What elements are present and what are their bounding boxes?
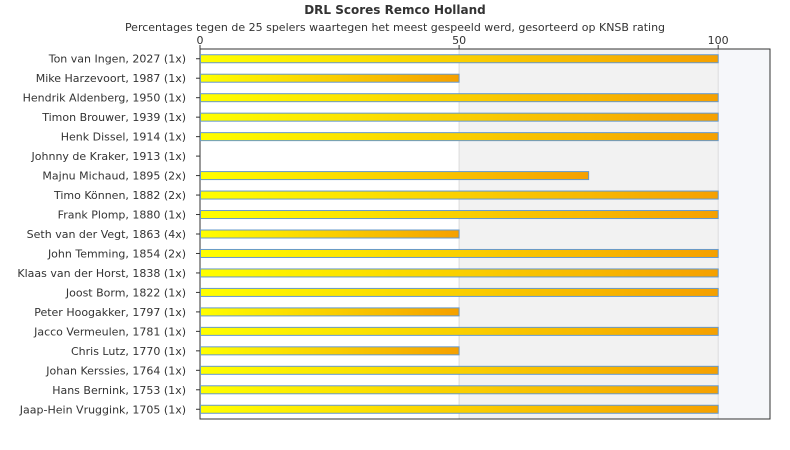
category-label: Jaap-Hein Vruggink, 1705 (1x) bbox=[19, 403, 186, 416]
x-tick-label: 100 bbox=[708, 34, 729, 47]
bar bbox=[200, 210, 719, 220]
x-axis: 0 50 100 bbox=[197, 34, 729, 49]
bar bbox=[200, 93, 719, 103]
bar bbox=[200, 73, 460, 83]
y-axis: Ton van Ingen, 2027 (1x) Mike Harzevoort,… bbox=[17, 53, 200, 416]
category-label: Jacco Vermeulen, 1781 (1x) bbox=[33, 325, 186, 338]
category-label: Timo Können, 1882 (2x) bbox=[53, 189, 186, 202]
bar bbox=[200, 307, 460, 317]
plot-background-bands bbox=[200, 49, 770, 419]
bar bbox=[200, 54, 719, 64]
category-label: Frank Plomp, 1880 (1x) bbox=[58, 209, 186, 222]
bar bbox=[200, 287, 719, 297]
bar bbox=[200, 326, 719, 336]
chart-subtitle: Percentages tegen de 25 spelers waartege… bbox=[124, 21, 666, 34]
category-label: Peter Hoogakker, 1797 (1x) bbox=[34, 306, 186, 319]
category-label: Ton van Ingen, 2027 (1x) bbox=[48, 53, 186, 66]
bar bbox=[200, 112, 719, 122]
category-label: Hans Bernink, 1753 (1x) bbox=[52, 384, 186, 397]
category-label: Joost Borm, 1822 (1x) bbox=[65, 286, 186, 299]
background-band bbox=[459, 49, 719, 419]
bar bbox=[200, 365, 719, 375]
category-label: Johnny de Kraker, 1913 (1x) bbox=[31, 150, 186, 163]
bar bbox=[200, 268, 719, 278]
category-label: Hendrik Aldenberg, 1950 (1x) bbox=[23, 92, 186, 105]
category-label: Klaas van der Horst, 1838 (1x) bbox=[17, 267, 186, 280]
bar bbox=[200, 229, 460, 239]
bar bbox=[200, 248, 719, 258]
category-label: Henk Dissel, 1914 (1x) bbox=[61, 131, 186, 144]
bar bbox=[200, 385, 719, 395]
bar bbox=[200, 171, 590, 181]
category-label: Chris Lutz, 1770 (1x) bbox=[71, 345, 186, 358]
bar bbox=[200, 404, 719, 414]
category-label: Johan Kerssies, 1764 (1x) bbox=[45, 364, 186, 377]
category-label: Seth van der Vegt, 1863 (4x) bbox=[27, 228, 186, 241]
background-band bbox=[718, 49, 770, 419]
chart-title: DRL Scores Remco Holland bbox=[304, 3, 486, 17]
category-label: John Temming, 1854 (2x) bbox=[47, 247, 186, 260]
bars bbox=[200, 54, 719, 414]
bar bbox=[200, 132, 719, 142]
category-label: Mike Harzevoort, 1987 (1x) bbox=[36, 72, 186, 85]
x-tick-label: 50 bbox=[452, 34, 466, 47]
category-label: Majnu Michaud, 1895 (2x) bbox=[42, 170, 186, 183]
bar bbox=[200, 190, 719, 200]
bar bbox=[200, 346, 460, 356]
x-tick-label: 0 bbox=[197, 34, 204, 47]
category-label: Timon Brouwer, 1939 (1x) bbox=[41, 111, 186, 124]
